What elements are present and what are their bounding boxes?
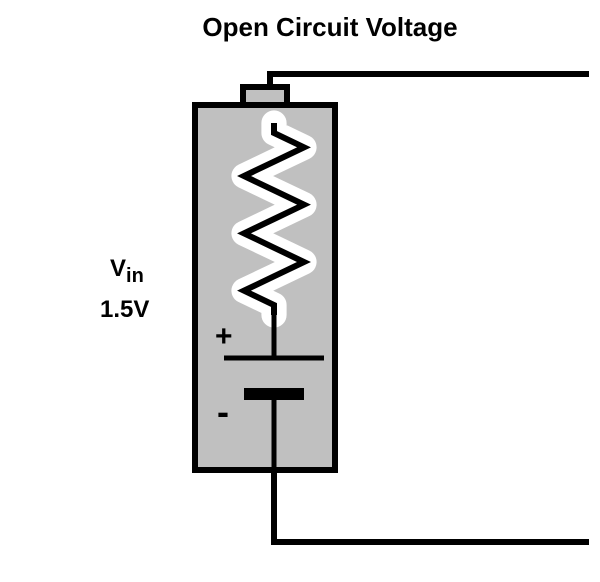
diagram-canvas: Open Circuit Voltage +- Vin 1.5V — [0, 0, 600, 582]
label-vin-v: V — [110, 255, 126, 282]
wire-bottom — [274, 470, 586, 542]
label-vin: Vin — [110, 255, 144, 288]
battery-cap — [243, 87, 287, 105]
circuit-svg: +- — [0, 0, 600, 582]
wire-top — [270, 74, 586, 87]
minus-icon: - — [217, 391, 229, 432]
label-voltage: 1.5V — [100, 296, 149, 324]
plus-icon: + — [215, 320, 233, 353]
label-vin-sub: in — [126, 265, 144, 287]
